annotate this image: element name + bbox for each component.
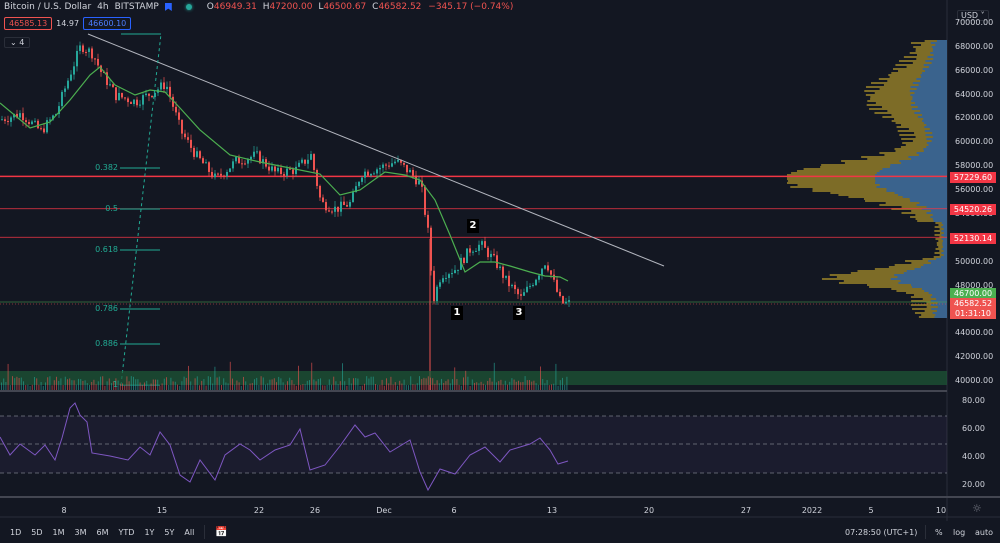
spread-value: 14.97 — [56, 19, 80, 28]
time-tick: 26 — [309, 506, 321, 515]
wave-label[interactable]: 1 — [451, 306, 463, 320]
log-scale-toggle[interactable]: log — [953, 527, 966, 537]
price-tick: 44000.00 — [955, 328, 994, 338]
time-tick: 2022 — [801, 506, 823, 515]
range-button-5y[interactable]: 5Y — [164, 527, 175, 537]
auto-scale-toggle[interactable]: auto — [975, 527, 994, 537]
fib-level-label: 0.5 — [105, 204, 118, 213]
time-tick: 6 — [451, 506, 457, 515]
price-tick: 40000.00 — [955, 376, 994, 386]
range-button-all[interactable]: All — [184, 527, 195, 537]
fib-level-label: 1 — [112, 380, 118, 389]
price-change: −345.17 (−0.74%) — [428, 2, 514, 12]
range-button-ytd[interactable]: YTD — [118, 527, 135, 537]
rsi-tick: 40.00 — [962, 452, 985, 461]
price-tick: 56000.00 — [955, 185, 994, 195]
exchange: BITSTAMP — [114, 2, 159, 12]
range-button-1y[interactable]: 1Y — [144, 527, 155, 537]
symbol-legend: Bitcoin / U.S. Dollar 4h BITSTAMP O46949… — [4, 2, 513, 12]
time-tick: 10 — [935, 506, 947, 515]
fib-level-label: 0.618 — [95, 245, 118, 254]
price-tag: 46700.00 — [950, 288, 996, 299]
percent-scale-toggle[interactable]: % — [935, 527, 943, 537]
time-tick: Dec — [376, 506, 392, 515]
range-button-1d[interactable]: 1D — [10, 527, 22, 537]
wave-label[interactable]: 2 — [467, 219, 479, 233]
price-tag: 54520.26 — [950, 204, 996, 215]
time-tick: 22 — [253, 506, 265, 515]
currency-selector[interactable]: USD ˅ — [957, 10, 989, 21]
buy-sell-panel: 46585.13 14.97 46600.10 — [4, 17, 132, 30]
sell-button[interactable]: 46585.13 — [4, 17, 53, 30]
price-tag: 52130.14 — [950, 233, 996, 244]
price-tick: 68000.00 — [955, 41, 994, 51]
range-button-1m[interactable]: 1M — [52, 527, 65, 537]
settings-gear-icon[interactable]: ☼ — [972, 502, 982, 515]
time-tick: 20 — [643, 506, 655, 515]
time-tick: 5 — [868, 506, 874, 515]
wave-label[interactable]: 3 — [513, 306, 525, 320]
price-tick: 50000.00 — [955, 256, 994, 266]
rsi-tick: 20.00 — [962, 480, 985, 489]
price-tick: 62000.00 — [955, 113, 994, 123]
divider — [925, 525, 926, 539]
range-button-3m[interactable]: 3M — [74, 527, 87, 537]
indicators-toggle-button[interactable]: ⌄ 4 — [4, 37, 31, 48]
price-tick: 42000.00 — [955, 352, 994, 362]
range-button-6m[interactable]: 6M — [96, 527, 109, 537]
bottom-toolbar: 1D 5D 1M 3M 6M YTD 1Y 5Y All 📅 07:28:50 (UTC+1) … — [0, 521, 1000, 543]
price-tag: 01:31:10 — [950, 308, 996, 319]
price-tick: 64000.00 — [955, 89, 994, 99]
ohlc-values: O46949.31 H47200.00 L46500.67 C46582.52 … — [206, 2, 514, 12]
goto-date-icon[interactable]: 📅 — [215, 526, 228, 538]
rsi-tick: 60.00 — [962, 424, 985, 433]
buy-button[interactable]: 46600.10 — [83, 17, 132, 30]
time-tick: 8 — [61, 506, 67, 515]
price-tick: 60000.00 — [955, 137, 994, 147]
price-tag: 57229.60 — [950, 172, 996, 183]
fib-level-label: 0.786 — [95, 304, 118, 313]
fib-level-label: 0.382 — [95, 163, 118, 172]
clock[interactable]: 07:28:50 (UTC+1) — [845, 527, 918, 537]
price-tag: 46582.52 — [950, 298, 996, 309]
flag-icon[interactable] — [164, 3, 172, 11]
rsi-tick: 80.00 — [962, 396, 985, 405]
price-tick: 48000.00 — [955, 280, 994, 290]
divider — [204, 525, 206, 539]
interval[interactable]: 4h — [97, 2, 109, 12]
date-range-buttons: 1D 5D 1M 3M 6M YTD 1Y 5Y All — [0, 528, 194, 537]
price-tick: 58000.00 — [955, 161, 994, 171]
fib-level-label: 0.886 — [95, 339, 118, 348]
time-tick: 13 — [546, 506, 558, 515]
market-status-icon — [185, 4, 192, 10]
price-tick: 66000.00 — [955, 65, 994, 75]
time-tick: 15 — [156, 506, 168, 515]
time-tick: 27 — [740, 506, 752, 515]
symbol-name[interactable]: Bitcoin / U.S. Dollar — [4, 2, 92, 12]
range-button-5d[interactable]: 5D — [31, 527, 43, 537]
price-tick: 70000.00 — [955, 18, 994, 27]
